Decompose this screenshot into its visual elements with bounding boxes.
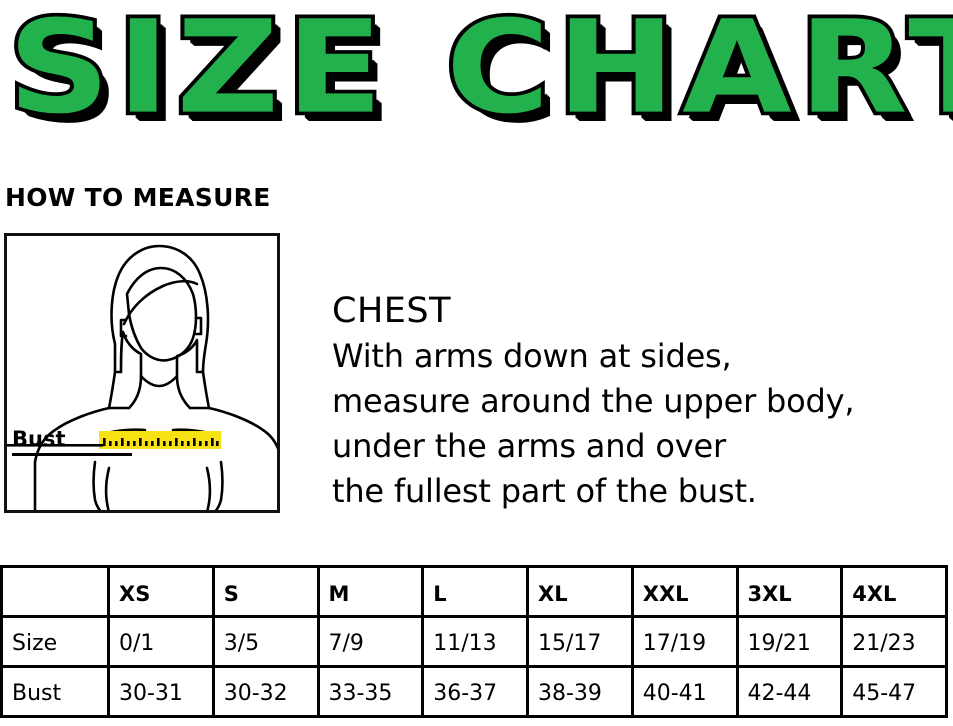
table-header-4xl: 4XL: [840, 565, 948, 618]
page-title-banner: SIZE CHART: [0, 0, 953, 150]
cell-bust-3xl: 42-44: [735, 665, 844, 718]
size-table: XS S M L XL XXL 3XL 4XL Size 0/1 3/5 7/9…: [0, 565, 948, 718]
how-to-measure-heading: HOW TO MEASURE: [5, 183, 271, 212]
cell-size-xs: 0/1: [107, 615, 215, 668]
chest-description: CHEST With arms down at sides, measure a…: [332, 289, 947, 514]
row-label-bust: Bust: [0, 665, 110, 718]
table-header-xs: XS: [107, 565, 215, 618]
cell-bust-m: 33-35: [316, 665, 425, 718]
table-header-xl: XL: [526, 565, 634, 618]
bust-leader-line: [7, 444, 103, 447]
measurement-illustration-box: [4, 233, 280, 513]
page-title: SIZE CHART: [4, 0, 953, 145]
cell-bust-4xl: 45-47: [840, 665, 948, 718]
table-row: Size 0/1 3/5 7/9 11/13 15/17 17/19 19/21…: [0, 615, 948, 668]
cell-size-xl: 15/17: [526, 615, 634, 668]
cell-size-m: 7/9: [316, 615, 425, 668]
bust-measure-label: Bust: [12, 427, 66, 451]
table-header-m: M: [316, 565, 425, 618]
cell-bust-xl: 38-39: [526, 665, 634, 718]
table-header-3xl: 3XL: [735, 565, 844, 618]
table-header-s: S: [211, 565, 320, 618]
cell-bust-s: 30-32: [211, 665, 320, 718]
table-header-row: XS S M L XL XXL 3XL 4XL: [0, 565, 948, 618]
row-label-size: Size: [0, 615, 110, 668]
table-header-xxl: XXL: [630, 565, 739, 618]
size-table-wrapper: XS S M L XL XXL 3XL 4XL Size 0/1 3/5 7/9…: [0, 565, 953, 726]
chest-desc-line-4: the fullest part of the bust.: [332, 472, 757, 510]
cell-bust-l: 36-37: [421, 665, 529, 718]
tape-measure-icon: [99, 431, 221, 449]
cell-bust-xxl: 40-41: [630, 665, 739, 718]
cell-size-l: 11/13: [421, 615, 529, 668]
woman-torso-icon: [7, 244, 277, 510]
chest-desc-line-3: under the arms and over: [332, 427, 726, 465]
cell-size-s: 3/5: [211, 615, 320, 668]
cell-size-4xl: 21/23: [840, 615, 948, 668]
cell-size-xxl: 17/19: [630, 615, 739, 668]
table-row: Bust 30-31 30-32 33-35 36-37 38-39 40-41…: [0, 665, 948, 718]
chest-desc-line-2: measure around the upper body,: [332, 382, 855, 420]
table-corner-cell: [0, 565, 110, 618]
cell-size-3xl: 19/21: [735, 615, 844, 668]
cell-bust-xs: 30-31: [107, 665, 215, 718]
bust-label-underline: [12, 453, 132, 456]
chest-heading: CHEST: [332, 291, 451, 331]
table-header-l: L: [421, 565, 529, 618]
chest-desc-line-1: With arms down at sides,: [332, 337, 732, 375]
